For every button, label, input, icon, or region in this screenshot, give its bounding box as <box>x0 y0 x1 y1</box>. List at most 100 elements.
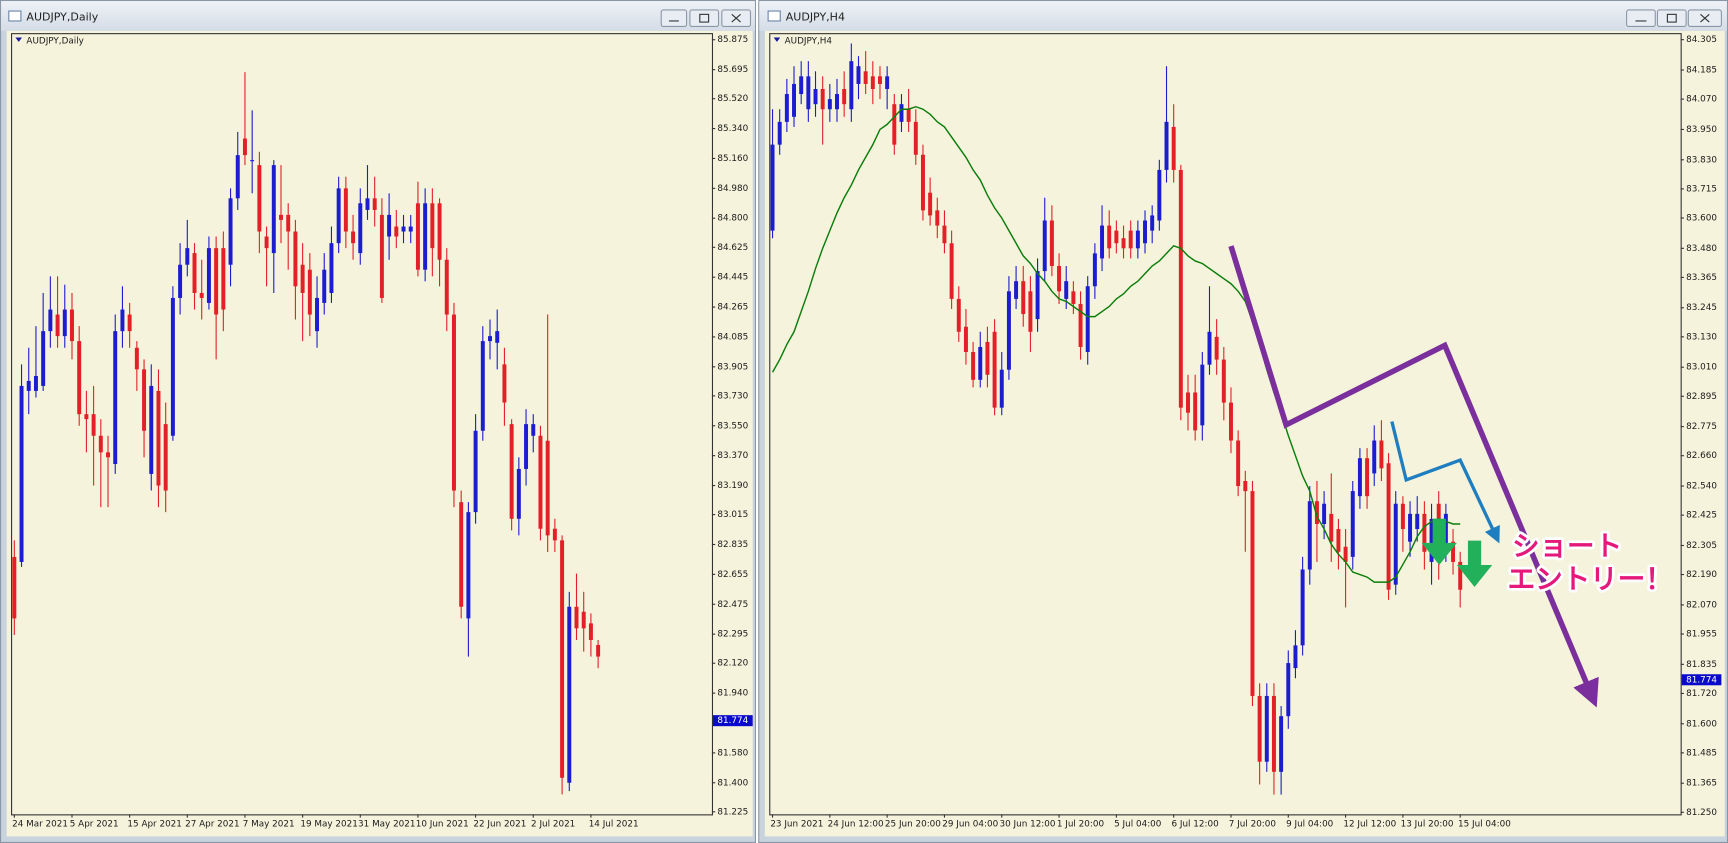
y-tick-label: 82.835 <box>717 540 748 550</box>
candle-body <box>84 414 89 420</box>
y-tick-label: 83.600 <box>1686 213 1717 223</box>
minimize-button[interactable] <box>660 9 688 28</box>
candle-body <box>1150 215 1155 231</box>
x-tick-label: 14 Jul 2021 <box>589 820 639 830</box>
y-tick-label: 85.160 <box>717 154 748 164</box>
candle-body <box>221 248 226 310</box>
candle-body <box>1422 513 1427 552</box>
candle-body <box>1293 645 1298 669</box>
candle-body <box>1336 529 1341 552</box>
candle-body <box>120 309 125 332</box>
y-tick-label: 81.835 <box>1686 660 1717 670</box>
close-icon <box>1700 13 1710 23</box>
x-tick-label: 29 Jun 04:00 <box>942 820 998 830</box>
window-title: AUDJPY,Daily <box>26 11 98 24</box>
candle-body <box>322 269 327 303</box>
annotation: エントリー！ <box>1508 563 1673 595</box>
y-tick-label: 83.550 <box>717 421 748 431</box>
candle-body <box>1429 518 1434 562</box>
candle-body <box>214 248 219 315</box>
y-tick-label: 82.295 <box>717 630 748 640</box>
y-tick-label: 81.600 <box>1686 719 1717 729</box>
y-tick-label: 83.730 <box>717 391 748 401</box>
candle-body <box>892 104 897 145</box>
candle-body <box>1164 121 1169 170</box>
wave-arrow <box>1390 421 1500 544</box>
candle-body <box>777 121 782 145</box>
candle-body <box>444 259 449 315</box>
candle-body <box>192 253 197 293</box>
x-tick-label: 23 Jun 2021 <box>770 820 823 830</box>
candle-body <box>1071 291 1076 304</box>
y-tick-label: 82.655 <box>717 570 748 580</box>
candle-body <box>1300 569 1305 646</box>
candle-body <box>142 369 147 431</box>
chart-menu-icon[interactable] <box>773 37 781 42</box>
candle-body <box>596 644 601 657</box>
y-tick-label: 81.365 <box>1686 779 1717 789</box>
y-tick-label: 81.400 <box>717 778 748 788</box>
restore-button[interactable] <box>689 9 720 28</box>
y-tick-label: 83.715 <box>1686 184 1717 194</box>
y-tick-label: 84.265 <box>717 303 748 313</box>
candle-body <box>250 160 255 162</box>
title-bar <box>759 1 1727 31</box>
candle-body <box>1042 220 1047 272</box>
candle-body <box>928 192 933 216</box>
y-tick-label: 83.370 <box>717 451 748 461</box>
x-tick-label: 2 Jul 2021 <box>531 820 575 830</box>
candle-body <box>415 203 420 270</box>
candle-body <box>199 292 204 298</box>
candle-body <box>1114 230 1119 244</box>
entry-arrow <box>1421 518 1457 565</box>
window-icon <box>8 10 22 22</box>
candle-body <box>1228 402 1233 441</box>
candle-body <box>1264 695 1269 762</box>
candle-body <box>394 226 399 237</box>
candle-body <box>920 154 925 211</box>
candle-body <box>12 556 17 619</box>
candle-body <box>228 198 233 265</box>
y-tick-label: 84.800 <box>717 214 748 224</box>
candle-body <box>1350 491 1355 557</box>
candle-body <box>70 309 74 342</box>
candle-body <box>1379 440 1384 469</box>
candle-body <box>1085 286 1090 353</box>
x-tick-label: 22 Jun 2021 <box>473 820 526 830</box>
y-tick-label: 83.010 <box>1686 363 1717 373</box>
chart-menu-icon[interactable] <box>15 37 23 42</box>
candle-body <box>784 94 789 122</box>
y-tick-label: 83.830 <box>1686 155 1717 165</box>
x-tick-label: 24 Jun 12:00 <box>828 820 884 830</box>
y-tick-label: 85.695 <box>717 65 748 75</box>
y-tick-label: 81.940 <box>717 689 748 699</box>
candle-body <box>1078 303 1083 347</box>
annotation: ショート <box>1512 530 1622 562</box>
minimize-button[interactable] <box>1626 9 1656 28</box>
chart-panel <box>764 30 1725 837</box>
candle-body <box>271 165 276 254</box>
close-icon <box>731 13 741 23</box>
x-tick-label: 9 Jul 04:00 <box>1286 820 1334 830</box>
candle-body <box>820 88 825 110</box>
candle-body <box>1143 220 1148 244</box>
candle-body <box>1314 501 1319 524</box>
candle-body <box>62 309 67 337</box>
candle-body <box>877 76 882 84</box>
current-price-box <box>713 715 753 727</box>
candle-body <box>26 380 31 391</box>
candle-body <box>1400 503 1405 530</box>
candle-body <box>1028 291 1033 332</box>
restore-button[interactable] <box>1656 9 1687 28</box>
candle-body <box>279 214 283 220</box>
candle-body <box>1121 238 1126 249</box>
candle-body <box>842 88 847 105</box>
y-tick-label: 82.540 <box>1686 482 1717 492</box>
candle-body <box>178 264 183 298</box>
candle-body <box>935 210 940 226</box>
candle-body <box>1357 458 1362 497</box>
x-tick-label: 10 Jun 2021 <box>416 820 469 830</box>
candle-body <box>459 502 464 607</box>
candle-body <box>792 83 797 117</box>
